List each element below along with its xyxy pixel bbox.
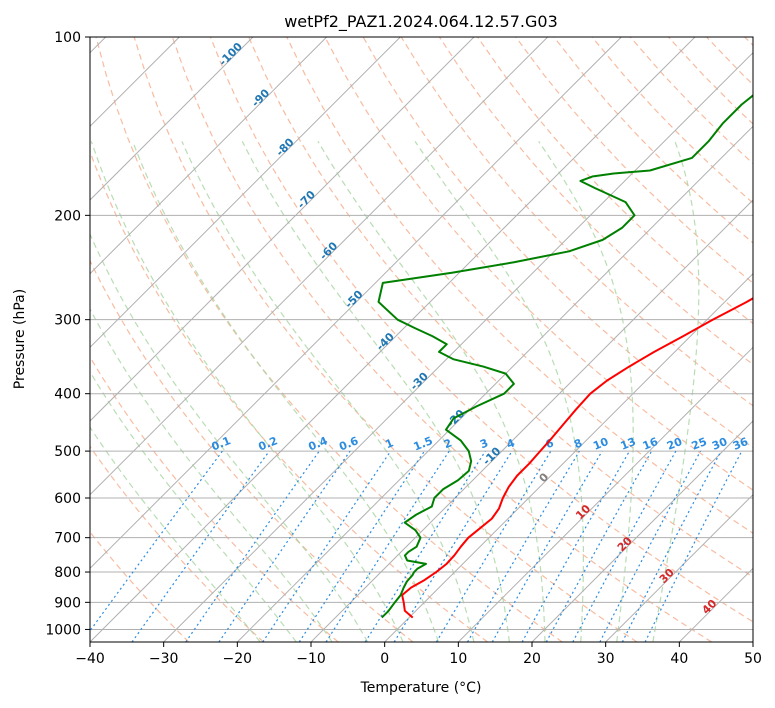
mixing-ratio-label: 10 [591,435,610,453]
x-tick-label: −30 [149,651,179,667]
isotherm-line [90,37,328,275]
mixing-ratio-line [466,450,580,642]
isotherm-line [531,420,753,642]
y-tick-label: 600 [54,491,81,507]
mixing-ratio-line [644,450,743,642]
x-axis-label: Temperature (°C) [360,680,482,696]
mixing-ratio-label: 8 [572,436,584,451]
x-tick-label: −40 [75,651,105,667]
y-tick-label: 500 [54,444,81,460]
x-tick-label: 40 [670,651,688,667]
dry-adiabat [171,37,713,642]
y-tick-label: 1000 [45,622,81,638]
isotherm-line [384,272,753,642]
y-tick-label: 800 [54,565,81,581]
y-tick-label: 700 [54,531,81,547]
y-tick-label: 400 [54,387,81,403]
chart-title: wetPf2_PAZ1.2024.064.12.57.G03 [284,12,558,32]
y-tick-label: 300 [54,313,81,329]
mixing-ratio-label: 1 [383,436,395,451]
dry-adiabat [90,445,264,642]
plot-area: 0.1 0.2 0.4 0.6 1 1.5 2 3 4 6 8 10 13 16 20 25 30 36-100-… [90,37,753,642]
mixing-ratio-line [491,450,603,642]
mixing-ratio-line [621,450,722,642]
mixing-ratio-label: 3 [478,436,490,451]
mixing-ratio-line [364,450,486,642]
mixing-ratio-line [325,450,450,642]
isotherm-line [236,125,753,642]
mixing-ratio-line [393,450,513,642]
dry-adiabat [248,37,753,578]
x-tick-label: 30 [597,651,615,667]
axes: −40 −30 −20 −10 0 10 20 30 40 50 100 200 300 400 500 60… [45,30,762,667]
isotherm-line [90,37,549,496]
mixing-ratio-line [545,450,653,642]
dry-adiabat [286,37,753,534]
dry-adiabat [324,37,753,491]
temperature-profile-line [401,297,753,619]
isotherm-line [90,37,622,570]
isotherm-line [310,199,753,642]
mixing-ratio-label: 13 [619,435,638,453]
x-tick-label: 50 [744,651,762,667]
dewpoint-profile-line [377,94,753,619]
isotherm-line [90,37,475,422]
dry-adiabat [133,37,638,642]
isotherm-line [90,37,696,642]
mixing-ratio-line [521,450,631,642]
mixing-ratio-label: 2 [442,436,454,451]
isotherm-line [605,493,753,642]
x-tick-label: −10 [296,651,326,667]
isotherm-line [457,346,753,642]
mixing-ratio-line [90,450,223,632]
mixing-ratio-line [599,450,702,642]
mixing-ratio-label: 25 [690,435,709,453]
mixing-ratio-label: 20 [665,435,684,453]
dry-adiabat [515,37,753,284]
isotherm-line [90,37,254,201]
dry-adiabat [90,259,414,642]
mixing-ratio-label: 16 [641,435,660,453]
dry-adiabat [95,37,563,642]
y-tick-label: 900 [54,595,81,611]
x-tick-label: 0 [380,651,389,667]
y-tick-label: 200 [54,208,81,224]
mixing-ratio-line [572,450,677,642]
mixing-ratio-label: 30 [710,435,729,453]
x-tick-label: 20 [523,651,541,667]
isotherm-line [163,51,753,642]
dry-adiabat [209,37,753,623]
x-tick-label: −20 [223,651,253,667]
mixing-ratio-line [298,450,425,642]
y-axis-label: Pressure (hPa) [12,289,28,389]
mixing-ratio-line [435,450,552,642]
x-tick-label: 10 [449,651,467,667]
mixing-ratio-line [131,450,270,642]
mixing-ratio-label: 36 [731,435,750,453]
isotherm-line [90,37,401,349]
y-tick-label: 100 [54,30,81,46]
mixing-ratio-line [185,450,320,642]
plot-frame [89,36,754,643]
